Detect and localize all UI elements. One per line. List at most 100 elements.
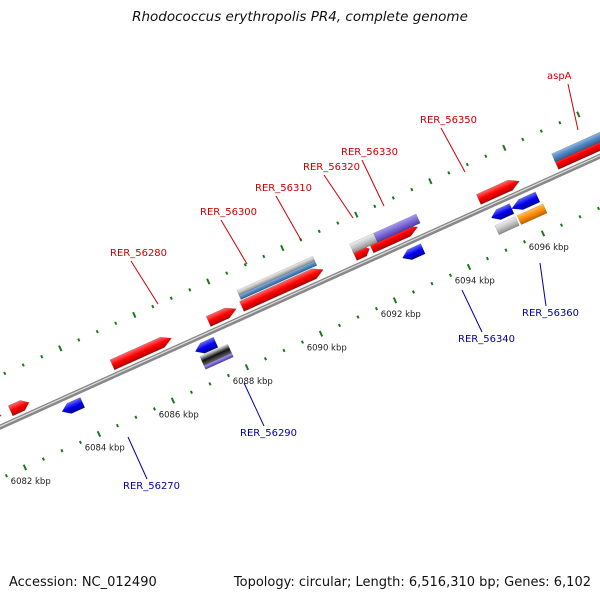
tick-mark <box>226 373 230 378</box>
tick-mark <box>522 240 527 244</box>
tick-mark <box>411 290 416 294</box>
gene-leader-line <box>567 83 579 131</box>
tick-mark <box>134 415 138 420</box>
feature-track-purple <box>203 352 234 370</box>
tick-mark <box>169 296 173 300</box>
scale-tick-label: 6092 kbp <box>381 310 421 320</box>
tick-mark <box>502 144 507 151</box>
tick-mark <box>428 178 433 185</box>
gene-leader-line <box>130 260 159 305</box>
tick-mark <box>578 214 582 219</box>
reverse-gene-arrow <box>194 336 219 354</box>
tick-mark <box>539 129 543 133</box>
tick-mark <box>558 120 562 125</box>
tick-mark <box>22 464 28 471</box>
tick-mark <box>263 357 267 361</box>
tick-mark <box>485 256 490 261</box>
tick-mark <box>354 211 359 218</box>
gene-label-forward: RER_56300 <box>200 207 257 218</box>
tick-mark <box>466 263 472 271</box>
feature-track-purple <box>373 213 421 243</box>
feature-track-orange <box>516 203 548 226</box>
gene-label-forward: RER_56310 <box>255 183 312 194</box>
accession-text: Accession: NC_012490 <box>9 575 157 590</box>
scale-tick-label: 6084 kbp <box>85 444 125 454</box>
gene-leader-line <box>440 127 466 173</box>
tick-mark <box>448 273 453 278</box>
gene-leader-line <box>127 436 148 480</box>
tick-mark <box>244 364 250 371</box>
reverse-gene-arrow <box>490 203 515 220</box>
tick-mark <box>225 271 229 275</box>
tick-mark <box>77 338 81 342</box>
tick-mark <box>188 288 192 292</box>
gene-label-forward: RER_56280 <box>110 248 167 259</box>
gene-label-reverse: RER_56270 <box>123 481 180 492</box>
tick-mark <box>152 407 156 411</box>
tick-mark <box>40 354 44 359</box>
tick-mark <box>465 162 469 167</box>
tick-mark <box>21 363 25 367</box>
tick-mark <box>504 248 508 252</box>
tick-mark <box>115 423 119 428</box>
gene-label-reverse: RER_56290 <box>240 428 297 439</box>
tick-mark <box>206 278 211 285</box>
tick-mark <box>60 448 64 453</box>
tick-mark <box>391 196 395 200</box>
tick-mark <box>596 206 600 211</box>
tick-mark <box>243 262 247 267</box>
gene-leader-line <box>220 219 248 265</box>
tick-mark <box>189 390 193 394</box>
forward-gene-arrow <box>109 336 173 371</box>
tick-mark <box>317 229 321 234</box>
tick-mark <box>280 244 285 252</box>
tick-mark <box>300 340 304 344</box>
gene-leader-line <box>361 159 385 207</box>
gene-leader-line <box>323 174 354 219</box>
gene-label-forward: RER_56320 <box>303 162 360 173</box>
tick-mark <box>262 254 266 259</box>
reverse-gene-arrow <box>511 191 541 210</box>
scale-tick-label: 6088 kbp <box>233 377 273 387</box>
tick-mark <box>318 330 324 337</box>
scale-tick-label: 6090 kbp <box>307 343 347 353</box>
backbone-highlight <box>0 0 600 438</box>
tick-mark <box>170 397 176 404</box>
tick-mark <box>430 281 434 286</box>
gene-label-reverse: RER_56360 <box>522 308 579 319</box>
tick-mark <box>392 297 398 304</box>
tick-mark <box>58 345 63 352</box>
tick-mark <box>484 154 488 158</box>
reverse-gene-arrow <box>402 243 426 261</box>
tick-mark <box>41 457 45 461</box>
scale-tick-label: 6082 kbp <box>11 477 51 487</box>
tick-mark <box>337 323 341 328</box>
forward-gene-arrow <box>7 400 30 417</box>
tick-mark <box>208 382 212 386</box>
tick-mark <box>373 204 377 209</box>
tick-mark <box>410 187 414 192</box>
forward-gene-arrow <box>205 307 237 327</box>
tick-mark <box>4 473 8 478</box>
scale-tick-label: 6094 kbp <box>455 277 495 287</box>
gene-label-forward: RER_56350 <box>420 115 477 126</box>
tick-mark <box>114 321 118 326</box>
gene-label-forward: aspA <box>547 71 572 82</box>
map-title: Rhodococcus erythropolis PR4, complete g… <box>132 9 468 25</box>
tick-mark <box>356 315 360 319</box>
tick-mark <box>96 430 102 438</box>
tick-mark <box>540 230 546 237</box>
gene-label-forward: RER_56330 <box>341 147 398 158</box>
tick-mark <box>559 223 564 227</box>
scale-tick-label: 6086 kbp <box>159 410 199 420</box>
tick-mark <box>282 348 286 353</box>
tick-mark <box>132 311 137 319</box>
reverse-gene-arrow <box>61 397 86 414</box>
tick-mark <box>447 171 451 175</box>
gene-leader-line <box>461 289 483 333</box>
feature-track-steelblue <box>551 126 600 163</box>
tick-mark <box>576 111 581 118</box>
tick-mark <box>521 137 525 142</box>
